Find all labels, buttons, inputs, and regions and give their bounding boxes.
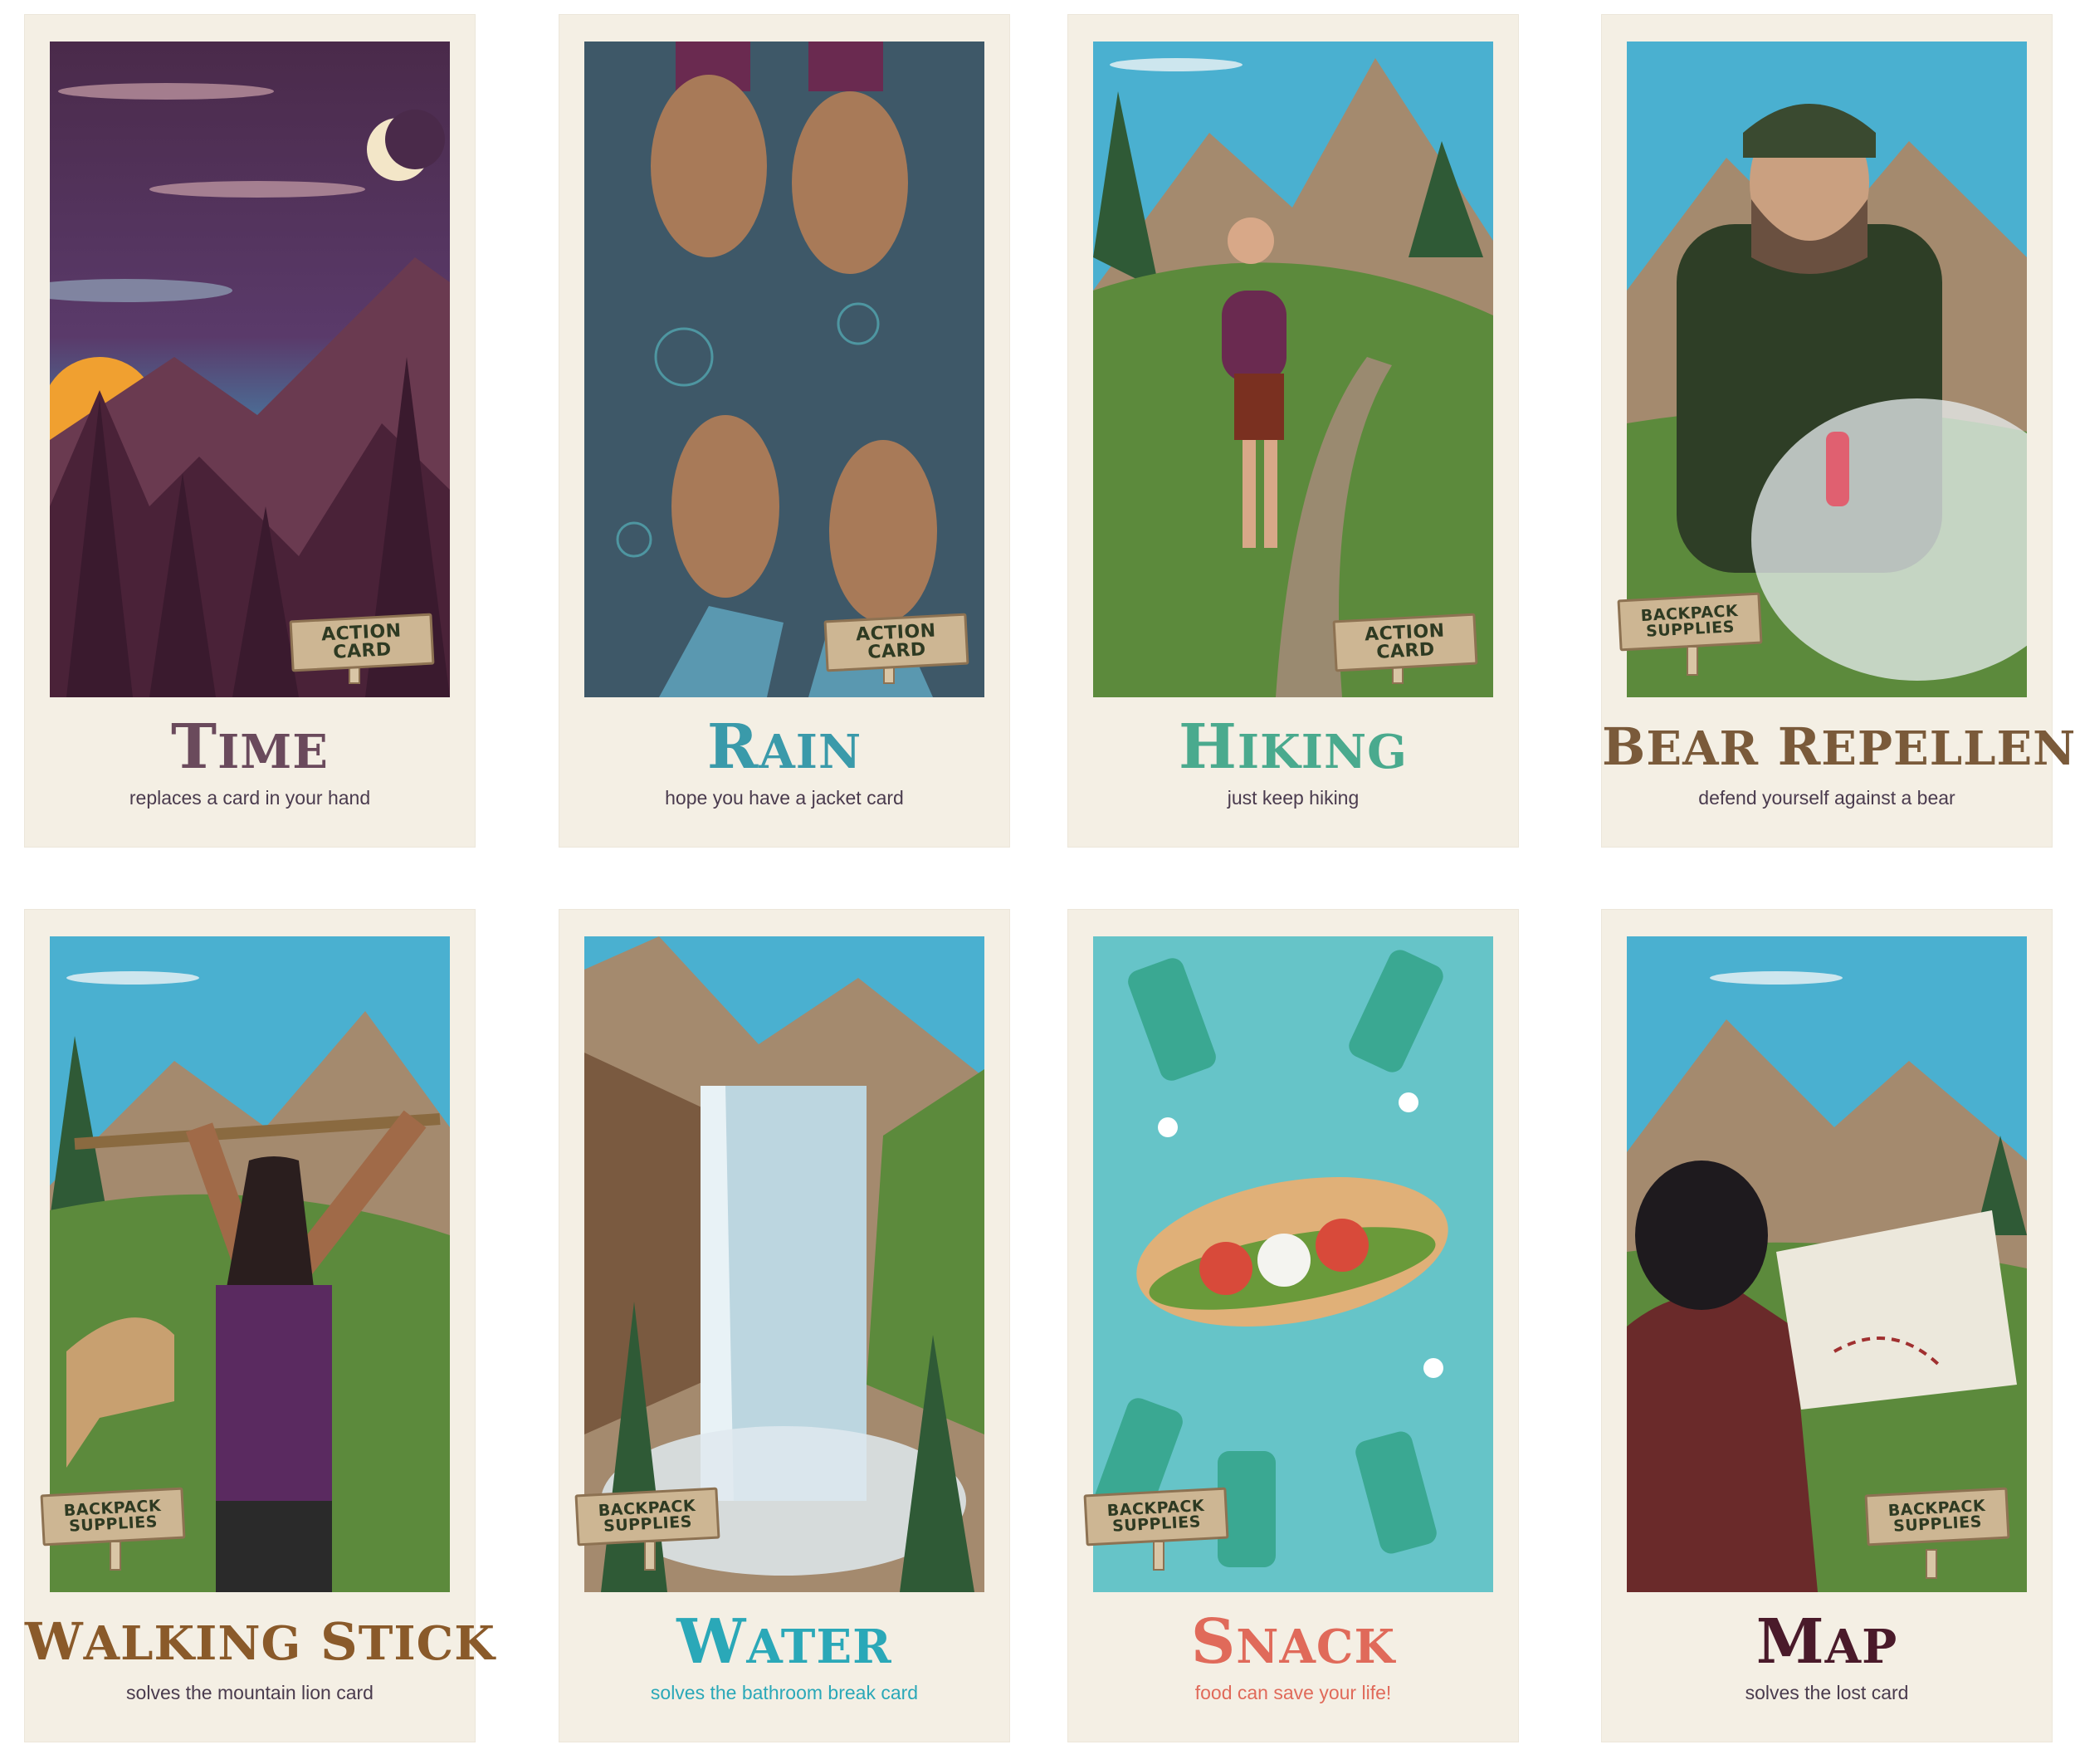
card-title: SNACK xyxy=(1190,1606,1396,1678)
action-card-sign: ACTION CARD xyxy=(823,613,969,672)
sign-label: ACTION CARD xyxy=(1364,620,1446,663)
card-title: MAP xyxy=(1755,1606,1898,1678)
backpack-supplies-sign: BACKPACK SUPPLIES xyxy=(40,1487,186,1547)
sign-label-line2: SUPPLIES xyxy=(603,1512,693,1536)
sign-label: ACTION CARD xyxy=(855,620,937,663)
card-subtitle: solves the bathroom break card xyxy=(650,1682,919,1703)
card-time[interactable]: ACTION CARD TIME replaces a card in your… xyxy=(25,15,475,847)
card-subtitle: replaces a card in your hand xyxy=(129,787,371,809)
sign-label-line2: SUPPLIES xyxy=(1111,1512,1202,1536)
card-water[interactable]: BACKPACK SUPPLIES WATER solves the bathr… xyxy=(559,910,1009,1742)
sign-label: ACTION CARD xyxy=(320,620,403,663)
card-walking-stick[interactable]: BACKPACK SUPPLIES WALKING STICK solves t… xyxy=(25,910,496,1742)
card-rain[interactable]: ACTION CARD RAIN hope you have a jacket … xyxy=(559,15,1009,847)
card-title: WALKING STICK xyxy=(25,1611,496,1672)
backpack-supplies-sign: BACKPACK SUPPLIES xyxy=(1617,592,1763,652)
card-illustration-hiker-meadow xyxy=(1093,42,1493,697)
sign-post xyxy=(110,1541,121,1571)
backpack-supplies-sign: BACKPACK SUPPLIES xyxy=(1083,1487,1229,1547)
card-map[interactable]: BACKPACK SUPPLIES MAP solves the lost ca… xyxy=(1602,910,2052,1742)
card-bear-repellent[interactable]: BACKPACK SUPPLIES BEAR REPELLENT defend … xyxy=(1602,15,2075,847)
card-illustration-boots-puddle xyxy=(584,42,984,697)
action-card-sign: ACTION CARD xyxy=(289,613,435,672)
sign-post xyxy=(644,1541,656,1571)
card-subtitle: solves the mountain lion card xyxy=(126,1682,374,1703)
card-subtitle: just keep hiking xyxy=(1227,787,1360,809)
card-title: BEAR REPELLENT xyxy=(1602,716,2075,777)
card-subtitle: hope you have a jacket card xyxy=(665,787,904,809)
card-title: HIKING xyxy=(1178,711,1408,783)
card-illustration-night-mountains xyxy=(50,42,450,697)
card-hiking[interactable]: ACTION CARD HIKING just keep hiking xyxy=(1068,15,1518,847)
card-illustration-sandwich-bottles xyxy=(1093,936,1493,1592)
card-subtitle: food can save your life! xyxy=(1194,1682,1392,1703)
sign-post xyxy=(1153,1541,1164,1571)
card-snack[interactable]: BACKPACK SUPPLIES SNACK food can save yo… xyxy=(1068,910,1518,1742)
backpack-supplies-sign: BACKPACK SUPPLIES xyxy=(574,1487,720,1547)
card-subtitle: defend yourself against a bear xyxy=(1698,787,1955,809)
action-card-sign: ACTION CARD xyxy=(1332,613,1478,672)
card-title: RAIN xyxy=(706,711,862,783)
sign-label-line2: SUPPLIES xyxy=(68,1512,159,1536)
card-illustration-ranger-spray xyxy=(1627,42,2027,697)
card-illustration-waterfall xyxy=(584,936,984,1592)
sign-label-line2: SUPPLIES xyxy=(1645,618,1736,641)
card-title: TIME xyxy=(171,711,329,783)
sign-post xyxy=(1687,646,1698,676)
sign-post xyxy=(1926,1549,1937,1579)
card-illustration-woman-mountain-lion xyxy=(50,936,450,1592)
sign-label-line2: SUPPLIES xyxy=(1892,1512,1983,1536)
card-subtitle: solves the lost card xyxy=(1745,1682,1909,1703)
backpack-supplies-sign: BACKPACK SUPPLIES xyxy=(1864,1487,2010,1547)
card-title: WATER xyxy=(676,1606,892,1678)
